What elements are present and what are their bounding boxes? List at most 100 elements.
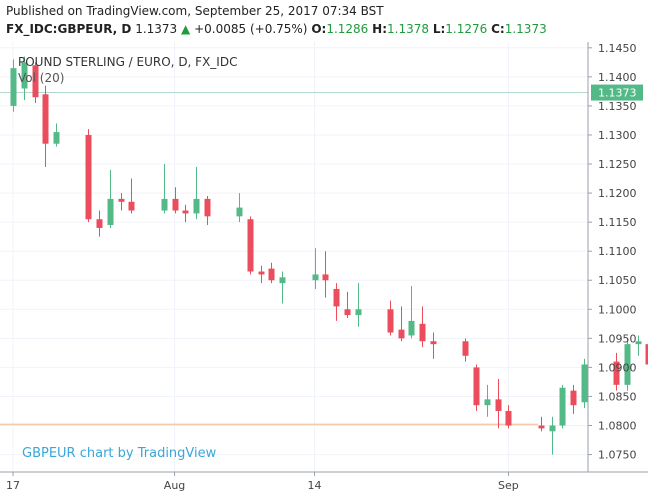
candle-body [182,210,189,214]
candle-body [495,399,502,411]
candle [128,178,135,214]
candle-body [21,62,28,89]
last-price-value: 1.1373 [135,22,178,36]
price-tick-label: 1.0850 [598,390,637,403]
candle [32,62,39,104]
candle-body [645,344,648,365]
candle-body [53,132,60,144]
candle-body [107,198,114,226]
candle-body [538,425,545,429]
price-tick-label: 1.1200 [598,187,637,200]
low-label: L: [432,22,446,36]
candle-body [32,65,39,98]
close-label: C: [491,22,505,36]
candle-body [613,361,620,385]
time-tick-label: Aug [164,479,185,492]
candle-body [96,219,103,228]
chart-header: Published on TradingView.com, September … [0,0,648,42]
candle [570,384,577,414]
candle-body [128,201,135,211]
candle [505,405,512,429]
candle-body [462,341,469,356]
candle [21,56,28,101]
price-tick-label: 1.0800 [598,420,637,433]
candle-body [344,309,351,316]
candle-body [581,364,588,403]
high-value: 1.1378 [387,22,429,36]
candle [107,169,114,228]
high-label: H: [372,22,387,36]
candle-body [624,344,631,385]
price-chart[interactable]: 1.1450 1.1400 1.1350 1.1300 1.1250 1.1200 1.11… [0,42,648,502]
candle [312,248,319,289]
candle [344,291,351,319]
candle [462,338,469,362]
candle-body [312,274,319,281]
volume-label: Vol (20) [18,71,64,85]
candle [408,286,415,339]
price-tick-label: 1.1100 [598,245,637,258]
candle [387,300,394,336]
candle-body [635,341,642,345]
candle [268,262,275,284]
candle-body [570,390,577,406]
candle-body [484,399,491,406]
candle [538,416,545,432]
candle [613,352,620,391]
candle [182,204,189,223]
price-tick-label: 1.1250 [598,158,637,171]
candle-body [398,329,405,339]
candle-body [419,323,426,342]
candle [559,384,566,429]
price-axis[interactable]: 1.1450 1.1400 1.1350 1.1300 1.1250 1.1200 1.11… [588,42,643,462]
open-label: O: [311,22,327,36]
candle-body [268,268,275,281]
candle-body [473,367,480,406]
candle-body [559,387,566,426]
published-line: Published on TradingView.com, September … [6,4,384,18]
tradingview-watermark[interactable]: GBPEUR chart by TradingView [22,446,217,461]
change-value: +0.0085 (+0.75%) [194,22,308,36]
candle [247,216,254,275]
candle [645,344,648,365]
candle-body [236,207,243,217]
change-up-arrow-icon: ▲ [181,22,191,36]
candle-body [430,341,437,345]
candle-body [387,309,394,333]
price-tick-label: 1.0950 [598,332,637,345]
candle [398,306,405,342]
time-axis[interactable]: 17Aug14Sep18Oc [6,472,648,492]
candle [581,358,588,409]
candle [322,251,329,298]
price-tick-label: 1.1050 [598,274,637,287]
candle [236,193,243,223]
candle-body [118,198,125,202]
candle-body [549,425,556,432]
last-price-tag-label: 1.1373 [598,87,637,100]
quote-line: FX_IDC:GBPEUR, D 1.1373 ▲ +0.0085 (+0.75… [6,22,547,36]
open-value: 1.1286 [326,22,369,36]
candle-body [172,198,179,211]
price-tick-label: 1.1300 [598,129,637,142]
candle-body [161,198,168,211]
price-tick-label: 1.1150 [598,216,637,229]
price-tick-label: 1.1450 [598,42,637,55]
candle [635,335,642,356]
candle-body [322,274,329,281]
candle [484,384,491,417]
candle-body [10,68,17,106]
candle-body [408,320,415,336]
price-tick-label: 1.1350 [598,100,637,113]
candle [495,379,502,429]
chart-title: POUND STERLING / EURO, D, FX_IDC [18,55,237,69]
last-price-tag [591,84,643,101]
candle [204,195,211,226]
symbol-label[interactable]: FX_IDC:GBPEUR, D [6,22,132,36]
price-tick-label: 1.0750 [598,449,637,462]
candle-body [279,277,286,284]
candle [333,283,340,321]
price-tick-label: 1.1400 [598,71,637,84]
candlestick-series [10,56,648,455]
candle [419,306,426,348]
candle-body [204,198,211,217]
